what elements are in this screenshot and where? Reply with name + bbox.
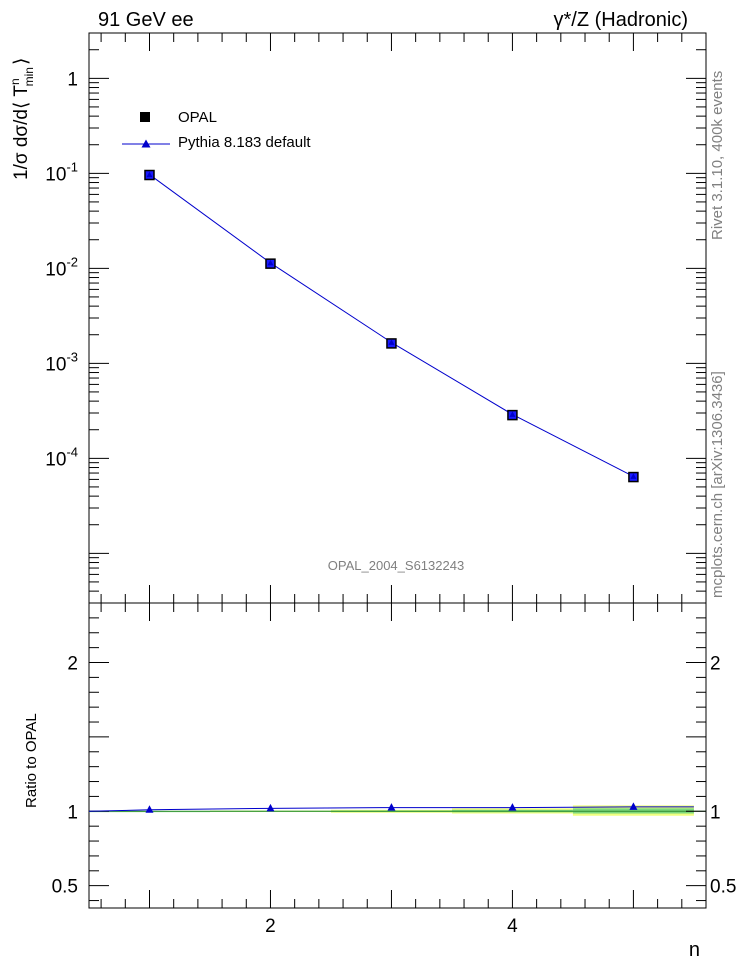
ratio-point-1 [145, 805, 154, 813]
top-ytick-label-3: 10-2 [45, 254, 78, 280]
ratio-ytick-label-right-1: 0.5 [710, 877, 736, 898]
ratio-ytick-label-right-2: 1 [710, 802, 721, 823]
top-ylabel-close: ⟩ [11, 58, 32, 65]
xtick-label-1: 2 [265, 916, 276, 937]
ratio-point-5 [629, 802, 638, 810]
legend-opal-label: OPAL [178, 109, 217, 126]
ratio-ytick-label-left-3: 2 [67, 654, 78, 675]
tick-labels: 1 10-1 10-2 10-3 10-4 2 4 0.5 0.5 1 1 2 2 [45, 69, 736, 937]
top-ylabel-main: 1/σ dσ/d⟨ T [11, 85, 32, 180]
series-lines [88, 174, 694, 812]
top-ylabel: 1/σ dσ/d⟨ Tnmin ⟩ [8, 58, 36, 180]
ratio-point-2 [266, 803, 275, 812]
pythia-point-4 [509, 411, 516, 417]
pythia-point-3 [388, 339, 395, 345]
top-ytick-label-5: 10-4 [45, 444, 78, 470]
xtick-label-2: 4 [507, 916, 518, 937]
series-markers [144, 169, 639, 813]
top-ytick-label-4: 10-3 [45, 349, 78, 375]
top-ytick-label-1: 1 [67, 69, 78, 90]
top-ylabel-sup: n [8, 78, 22, 85]
ratio-plot-frame [88, 602, 707, 909]
ratio-ytick-label-left-2: 1 [67, 802, 78, 823]
analysis-watermark: OPAL_2004_S6132243 [328, 558, 464, 573]
header-left: 91 GeV ee [98, 9, 194, 31]
ratio-point-4 [508, 803, 517, 811]
legend-pythia-marker [141, 139, 151, 148]
top-ytick-label-2: 10-1 [45, 159, 78, 185]
axes-ticks [89, 32, 706, 908]
pythia-point-1 [146, 171, 153, 178]
mcplots-label: mcplots.cern.ch [arXiv:1306.3436] [709, 371, 726, 598]
pythia-point-2 [267, 259, 274, 266]
legend-opal-marker [140, 112, 150, 122]
ratio-ytick-label-left-1: 0.5 [52, 877, 78, 898]
x-axis-label: n [689, 939, 700, 961]
rivet-label: Rivet 3.1.10, 400k events [709, 71, 726, 240]
pythia-line [149, 174, 634, 477]
top-ylabel-sub: min [22, 67, 36, 86]
legend-pythia-label: Pythia 8.183 default [178, 134, 311, 151]
pythia-point-5 [630, 473, 637, 479]
header-right: γ*/Z (Hadronic) [554, 9, 688, 31]
ratio-point-3 [387, 803, 396, 811]
ratio-ylabel: Ratio to OPAL [23, 713, 40, 808]
ratio-ytick-label-right-3: 2 [710, 654, 721, 675]
